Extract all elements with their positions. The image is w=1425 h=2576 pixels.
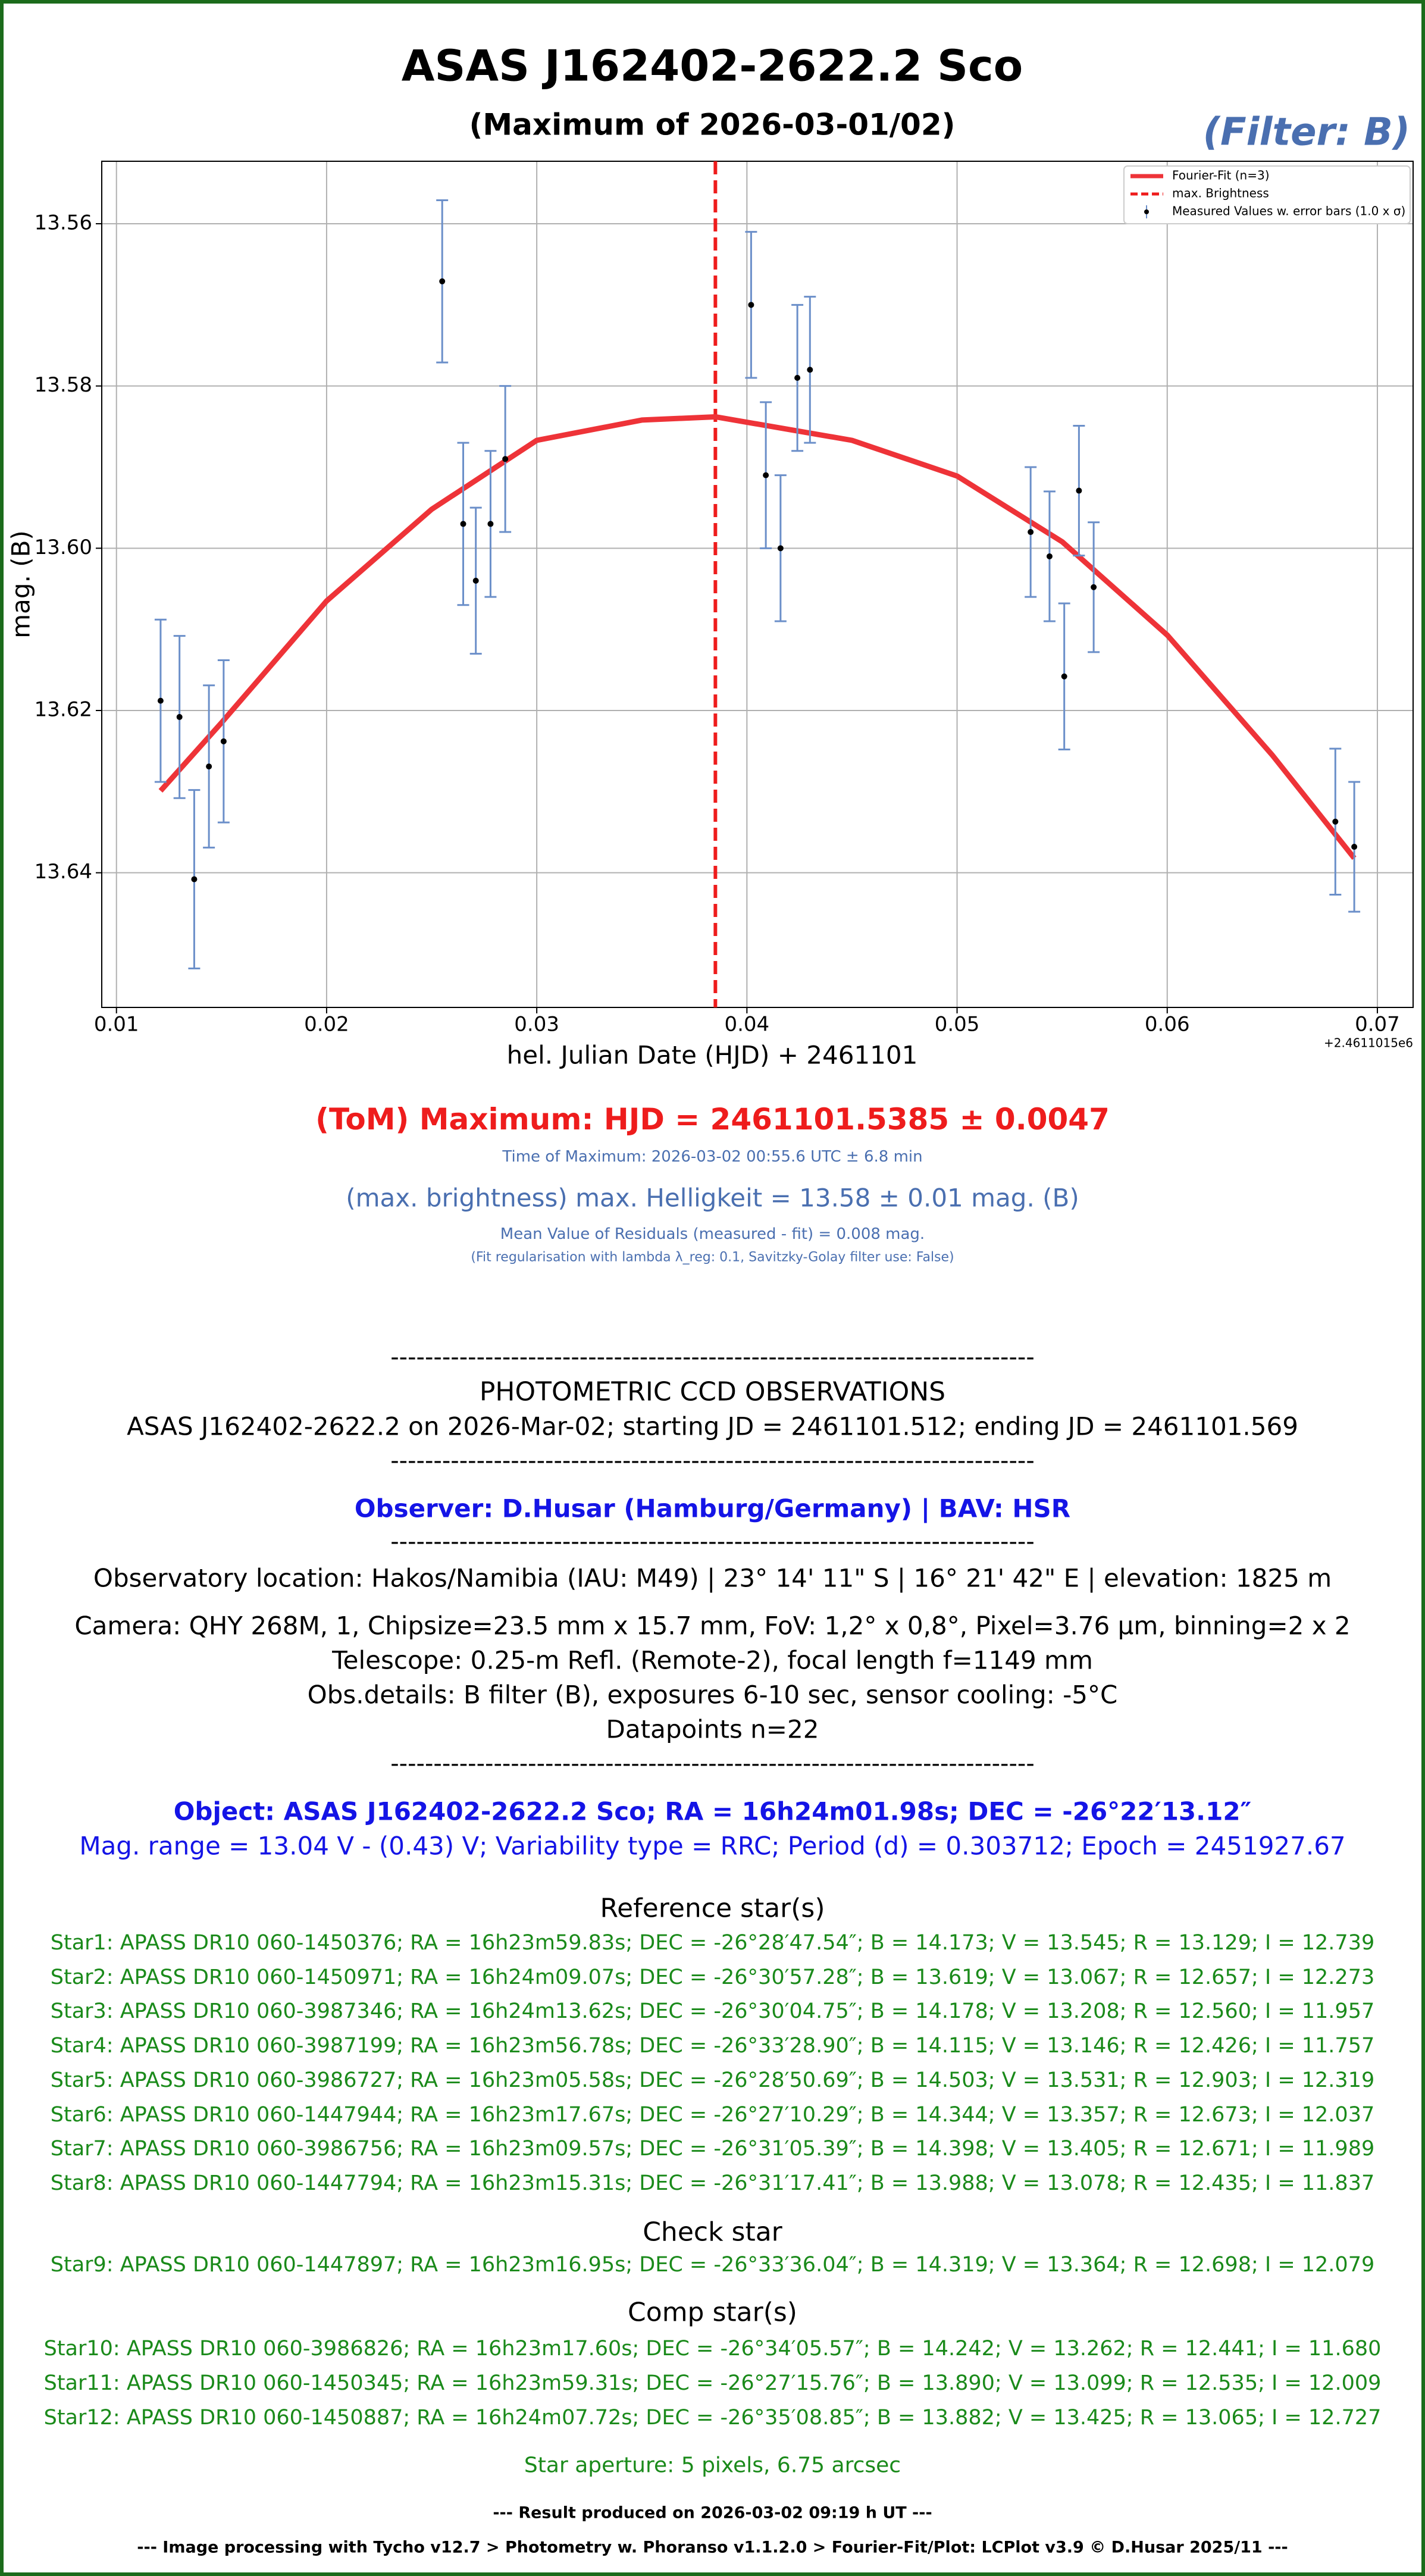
data-point — [1061, 673, 1067, 680]
x-axis-label: hel. Julian Date (HJD) + 2461101 — [507, 1041, 918, 1070]
star-line: Star6: APASS DR10 060-1447944; RA = 16h2… — [50, 2102, 1375, 2127]
filter-label: (Filter: B) — [1203, 111, 1410, 155]
data-point — [220, 738, 227, 744]
star-line: Star5: APASS DR10 060-3986727; RA = 16h2… — [50, 2068, 1375, 2092]
data-point — [807, 367, 813, 373]
separator: ----------------------------------------… — [390, 1750, 1035, 1777]
star-line: Star2: APASS DR10 060-1450971; RA = 16h2… — [50, 1965, 1375, 1989]
star-line: Star4: APASS DR10 060-3987199; RA = 16h2… — [50, 2034, 1375, 2058]
star-line: Star9: APASS DR10 060-1447897; RA = 16h2… — [50, 2253, 1375, 2277]
observer: Observer: D.Husar (Hamburg/Germany) | BA… — [354, 1494, 1071, 1523]
camera: Camera: QHY 268M, 1, Chipsize=23.5 mm x … — [74, 1611, 1351, 1641]
data-point — [502, 456, 509, 462]
chart-title: ASAS J162402-2622.2 Sco — [402, 41, 1023, 91]
residuals: Mean Value of Residuals (measured - fit)… — [500, 1225, 925, 1243]
run-info: ASAS J162402-2622.2 on 2026-Mar-02; star… — [127, 1411, 1298, 1441]
mag-range: Mag. range = 13.04 V - (0.43) V; Variabi… — [79, 1831, 1346, 1861]
obs-details: Obs.details: B filter (B), exposures 6-1… — [307, 1680, 1118, 1710]
star-line: Star10: APASS DR10 060-3986826; RA = 16h… — [43, 2337, 1382, 2361]
separator: ----------------------------------------… — [390, 1528, 1035, 1555]
separator: ----------------------------------------… — [390, 1344, 1035, 1371]
plot-frame — [101, 161, 1414, 1008]
data-point — [1091, 584, 1097, 590]
tom-text: (ToM) Maximum: HJD = 2461101.5385 ± 0.00… — [315, 1102, 1110, 1137]
x-tick-label: 0.03 — [514, 1013, 559, 1037]
x-offset-label: +2.4611015e6 — [1324, 1036, 1413, 1050]
data-point — [748, 302, 754, 308]
star-line: Star11: APASS DR10 060-1450345; RA = 16h… — [43, 2371, 1382, 2395]
data-point — [191, 876, 198, 882]
data-point — [1028, 529, 1034, 536]
legend-box — [1123, 165, 1411, 224]
x-tick-label: 0.04 — [724, 1013, 769, 1037]
legend-label: Measured Values w. error bars (1.0 x σ) — [1172, 204, 1405, 218]
regularisation: (Fit regularisation with lambda λ_reg: 0… — [471, 1250, 954, 1265]
data-point — [487, 521, 494, 527]
comp-heading: Comp star(s) — [628, 2297, 797, 2328]
x-tick-label: 0.02 — [304, 1013, 349, 1037]
y-tick-label: 13.60 — [35, 536, 92, 559]
star-line: Star8: APASS DR10 060-1447794; RA = 16h2… — [50, 2171, 1375, 2195]
observatory: Observatory location: Hakos/Namibia (IAU… — [93, 1563, 1332, 1593]
y-tick-label: 13.64 — [35, 860, 92, 884]
check-heading: Check star — [643, 2217, 782, 2248]
data-point — [1332, 818, 1339, 825]
legend-label: max. Brightness — [1172, 186, 1269, 201]
report-heading: PHOTOMETRIC CCD OBSERVATIONS — [479, 1376, 946, 1407]
fit-line — [158, 414, 1357, 860]
telescope: Telescope: 0.25-m Refl. (Remote-2), foca… — [332, 1645, 1093, 1675]
y-tick-label: 13.58 — [35, 373, 92, 397]
legend-label: Fourier-Fit (n=3) — [1172, 168, 1270, 183]
data-point — [1351, 844, 1358, 850]
data-point — [794, 375, 801, 381]
processing: --- Image processing with Tycho v12.7 > … — [137, 2538, 1288, 2557]
data-point — [472, 577, 479, 584]
data-point — [176, 713, 183, 720]
aperture: Star aperture: 5 pixels, 6.75 arcsec — [524, 2453, 901, 2478]
datapoints: Datapoints n=22 — [606, 1714, 819, 1744]
star-line: Star7: APASS DR10 060-3986756; RA = 16h2… — [50, 2137, 1375, 2161]
y-tick-label: 13.62 — [35, 698, 92, 722]
x-tick-label: 0.06 — [1145, 1013, 1190, 1037]
data-point — [777, 545, 784, 552]
y-tick-label: 13.56 — [35, 211, 92, 234]
x-tick-label: 0.07 — [1355, 1013, 1400, 1037]
separator: ----------------------------------------… — [390, 1447, 1035, 1475]
legend-swatch — [1144, 209, 1149, 214]
time-of-max: Time of Maximum: 2026-03-02 00:55.6 UTC … — [502, 1148, 923, 1166]
object: Object: ASAS J162402-2622.2 Sco; RA = 16… — [173, 1796, 1252, 1826]
chart-subtitle: (Maximum of 2026-03-01/02) — [469, 108, 956, 142]
chart: ASAS J162402-2622.2 Sco (Maximum of 2026… — [7, 41, 1414, 1070]
data-point — [763, 472, 769, 478]
x-tick-label: 0.05 — [935, 1013, 980, 1037]
produced: --- Result produced on 2026-03-02 09:19 … — [493, 2503, 932, 2522]
data-point — [460, 521, 466, 527]
data-point — [157, 697, 164, 704]
star-line: Star3: APASS DR10 060-3987346; RA = 16h2… — [50, 1999, 1375, 2024]
max-brightness: (max. brightness) max. Helligkeit = 13.5… — [346, 1183, 1079, 1213]
x-tick-label: 0.01 — [94, 1013, 139, 1037]
y-axis-label: mag. (B) — [7, 530, 36, 638]
data-point — [206, 763, 212, 770]
data-point — [1076, 487, 1082, 494]
legend: Fourier-Fit (n=3) max. Brightness Measured… — [1123, 165, 1411, 224]
reference-heading: Reference star(s) — [600, 1893, 825, 1924]
star-line: Star1: APASS DR10 060-1450376; RA = 16h2… — [50, 1931, 1375, 1955]
star-line: Star12: APASS DR10 060-1450887; RA = 16h… — [43, 2406, 1382, 2430]
data-point — [1046, 553, 1053, 559]
data-point — [439, 278, 446, 284]
